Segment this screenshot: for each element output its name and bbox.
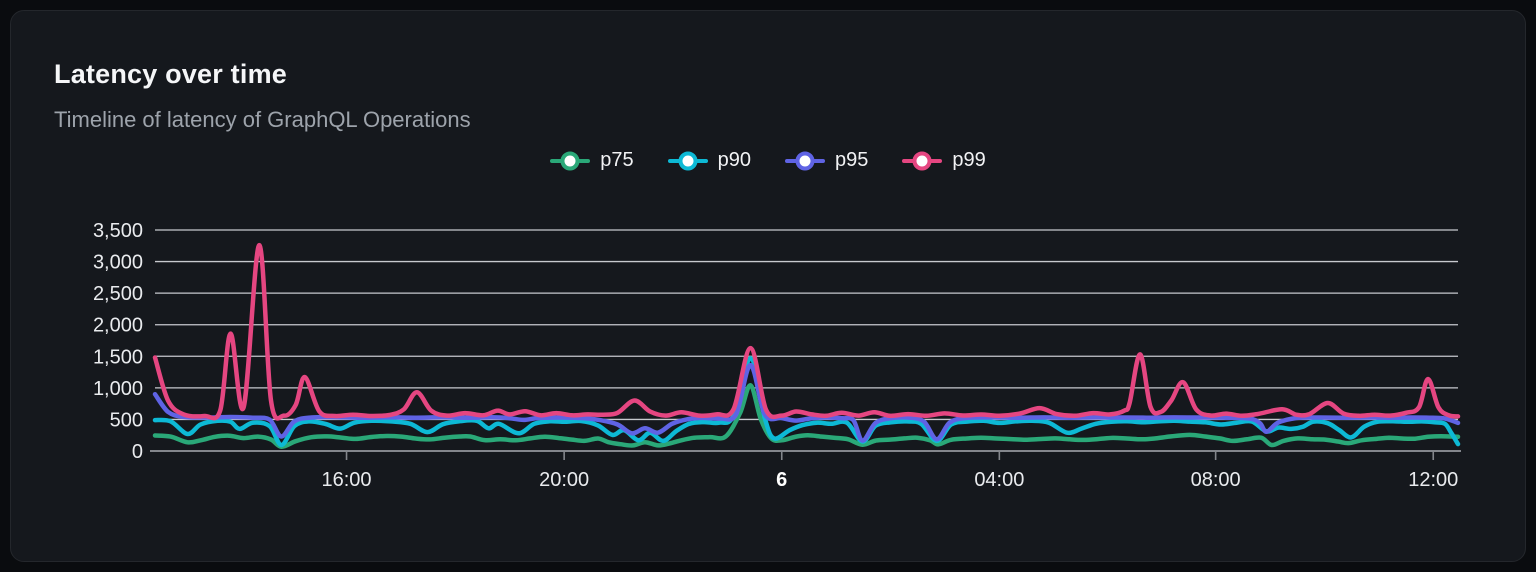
legend-label-p90: p90 bbox=[717, 149, 751, 171]
legend-marker-p95-icon bbox=[785, 150, 825, 171]
chart-legend: p75 p90 p95 p99 bbox=[11, 149, 1525, 172]
chart-subtitle: Timeline of latency of GraphQL Operation… bbox=[54, 107, 471, 132]
legend-label-p95: p95 bbox=[835, 149, 869, 171]
legend-label-p99: p99 bbox=[952, 149, 986, 171]
series-line-p95 bbox=[152, 362, 1461, 443]
legend-item-p99[interactable]: p99 bbox=[902, 149, 986, 172]
x-axis-label: 16:00 bbox=[322, 469, 372, 491]
legend-item-p90[interactable]: p90 bbox=[667, 149, 751, 172]
y-axis-label: 500 bbox=[110, 409, 143, 431]
y-axis-label: 2,500 bbox=[93, 283, 143, 305]
y-axis-label: 3,500 bbox=[93, 220, 143, 242]
legend-label-p75: p75 bbox=[600, 149, 634, 171]
legend-marker-p90-icon bbox=[667, 150, 708, 171]
legend-marker-p99-icon bbox=[902, 150, 943, 171]
x-axis-label: 12:00 bbox=[1408, 469, 1458, 491]
y-axis-label: 3,000 bbox=[93, 252, 143, 274]
y-axis-label: 0 bbox=[132, 441, 143, 463]
legend-item-p95[interactable]: p95 bbox=[785, 149, 868, 172]
series-line-p90 bbox=[152, 355, 1461, 448]
y-axis-label: 1,000 bbox=[93, 378, 143, 400]
series-line-p99 bbox=[152, 242, 1461, 421]
series-line-p75 bbox=[152, 383, 1461, 449]
x-axis-label: 20:00 bbox=[539, 469, 589, 491]
y-axis-label: 2,000 bbox=[93, 315, 143, 337]
y-axis-label: 1,500 bbox=[93, 346, 143, 368]
chart-title: Latency over time bbox=[54, 59, 287, 89]
x-axis-label: 6 bbox=[776, 469, 787, 491]
x-axis-label: 08:00 bbox=[1191, 469, 1241, 491]
legend-item-p75[interactable]: p75 bbox=[550, 149, 634, 172]
legend-marker-p75-icon bbox=[550, 150, 591, 171]
x-axis-label: 04:00 bbox=[974, 469, 1024, 491]
